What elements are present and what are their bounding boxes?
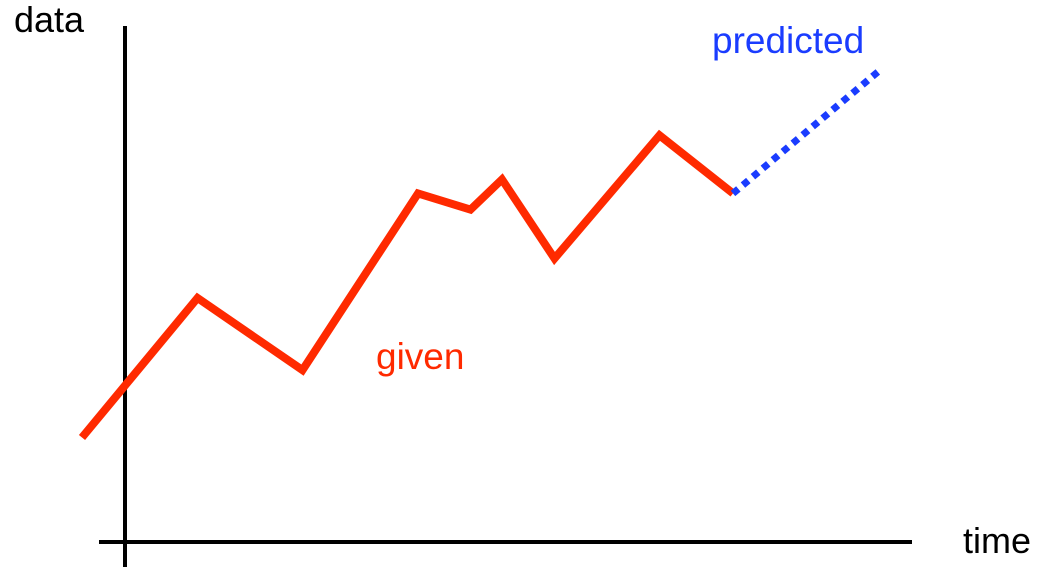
series	[78, 67, 883, 441]
given-series-label: given	[376, 336, 464, 377]
x-axis-label: time	[963, 520, 1031, 561]
given-series-line	[78, 129, 736, 441]
y-axis-label: data	[14, 0, 85, 40]
predicted-series-label: predicted	[712, 20, 864, 61]
predicted-series-line	[730, 67, 883, 197]
axes	[99, 26, 912, 567]
